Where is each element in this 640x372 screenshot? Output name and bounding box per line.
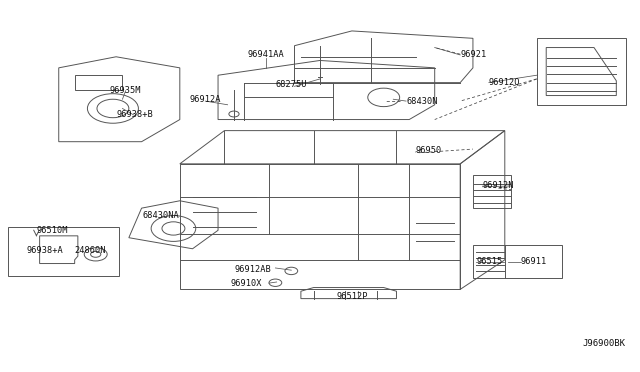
Text: 68430NA: 68430NA: [142, 211, 179, 220]
Text: 96512P: 96512P: [336, 292, 367, 301]
Text: 96510M: 96510M: [36, 226, 68, 235]
Bar: [473, 245, 562, 278]
Text: 96912N: 96912N: [483, 182, 514, 190]
Text: 96911: 96911: [521, 257, 547, 266]
Bar: [537, 38, 626, 105]
Text: 96938+A: 96938+A: [27, 246, 63, 255]
Text: 68275U: 68275U: [276, 80, 307, 89]
Text: 96921: 96921: [460, 51, 486, 60]
Text: 96912A: 96912A: [189, 95, 221, 104]
Text: 96912AB: 96912AB: [235, 264, 271, 273]
Text: 96938+B: 96938+B: [117, 109, 154, 119]
Text: 96515: 96515: [476, 257, 502, 266]
Text: 96950: 96950: [415, 147, 442, 155]
Text: 96941AA: 96941AA: [248, 51, 284, 60]
Text: 96910X: 96910X: [231, 279, 262, 288]
Text: 96912Q: 96912Q: [489, 78, 520, 87]
Text: 96935M: 96935M: [110, 86, 141, 94]
Text: 24860N: 24860N: [75, 246, 106, 255]
Text: J96900BK: J96900BK: [583, 340, 626, 349]
Bar: [75, 75, 122, 90]
Text: 68430N: 68430N: [406, 97, 438, 106]
Bar: [8, 227, 119, 276]
